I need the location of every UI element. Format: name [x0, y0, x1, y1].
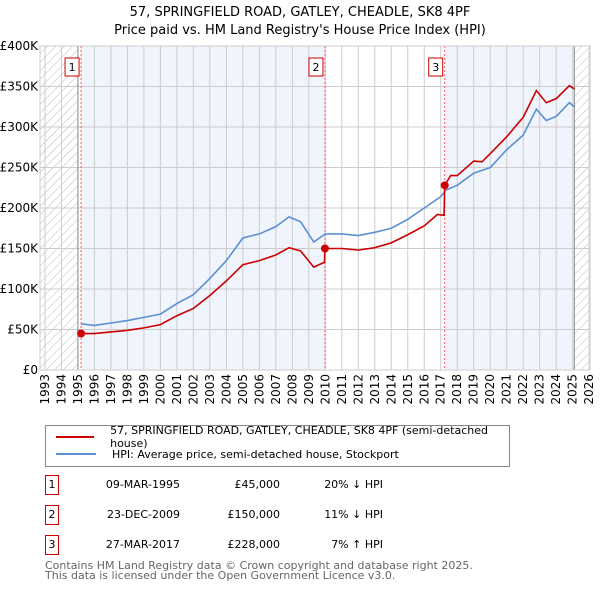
- x-tick-label: 2002: [186, 374, 200, 405]
- x-tick-label: 2014: [384, 374, 398, 405]
- x-tick-label: 2024: [549, 374, 563, 405]
- sale-point: [77, 329, 86, 338]
- x-tick-label: 2026: [582, 374, 596, 405]
- hpi-line: [80, 101, 575, 327]
- x-tick-label: 2004: [219, 374, 233, 405]
- y-tick-label: £350K: [0, 80, 39, 94]
- sale-label: 1: [69, 61, 76, 74]
- x-tick-label: 1997: [104, 374, 118, 405]
- x-tick-label: 2015: [401, 374, 415, 405]
- transaction-price: £45,000: [234, 478, 281, 491]
- x-tick-label: 2019: [467, 374, 481, 405]
- y-tick-label: £100K: [0, 282, 39, 296]
- transaction-hpi: 7% ↑ HPI: [331, 538, 383, 551]
- x-tick-label: 2017: [434, 374, 448, 405]
- x-tick-label: 2021: [500, 374, 514, 405]
- sale-label: 2: [312, 61, 319, 74]
- legend: 57, SPRINGFIELD ROAD, GATLEY, CHEADLE, S…: [45, 424, 510, 467]
- x-tick-label: 2012: [351, 374, 365, 405]
- y-tick-label: £50K: [7, 323, 39, 337]
- x-tick-label: 2023: [533, 374, 547, 405]
- x-tick-label: 2006: [252, 374, 266, 405]
- legend-label: 57, SPRINGFIELD ROAD, GATLEY, CHEADLE, S…: [110, 424, 488, 450]
- x-tick-label: 2018: [450, 374, 464, 405]
- transaction-hpi: 20% ↓ HPI: [324, 478, 383, 491]
- sale-label-box: [428, 57, 444, 77]
- x-tick-label: 2011: [335, 374, 349, 405]
- sale-point: [320, 244, 329, 253]
- y-tick-label: £300K: [0, 120, 39, 134]
- chart-subtitle: Price paid vs. HM Land Registry's House …: [114, 23, 486, 38]
- blue-line-icon: [56, 453, 96, 455]
- x-tick-label: 1993: [38, 374, 52, 405]
- footer: Contains HM Land Registry data © Crown c…: [45, 559, 473, 582]
- transaction-badge: 3: [45, 535, 59, 555]
- x-tick-label: 2001: [170, 374, 184, 405]
- x-tick-label: 1996: [87, 374, 101, 405]
- transaction-hpi: 11% ↓ HPI: [324, 508, 383, 521]
- x-tick-label: 1999: [137, 374, 151, 405]
- legend-item-property: 57, SPRINGFIELD ROAD, GATLEY, CHEADLE, S…: [56, 424, 509, 450]
- chart-title: 57, SPRINGFIELD ROAD, GATLEY, CHEADLE, S…: [129, 5, 471, 20]
- property-price-line: [81, 84, 575, 335]
- x-tick-label: 2007: [269, 374, 283, 405]
- sale-label-box: [308, 57, 324, 77]
- y-tick-label: £150K: [0, 242, 39, 256]
- price-chart: 1993 1994 1995 1996 1997 1998 1999 2000 2001 2002…: [0, 39, 596, 405]
- red-line-icon: [56, 436, 95, 438]
- y-tick-label: £0: [23, 363, 38, 377]
- transaction-badge: 1: [45, 475, 59, 495]
- x-tick-label: 2025: [566, 374, 580, 405]
- x-tick-label: 2013: [368, 374, 382, 405]
- x-tick-label: 2022: [516, 374, 530, 405]
- y-tick-label: £200K: [0, 201, 39, 215]
- x-tick-label: 2016: [417, 374, 431, 405]
- transaction-date: 27-MAR-2017: [105, 538, 180, 551]
- transaction-price: £228,000: [227, 538, 281, 551]
- transaction-date: 23-DEC-2009: [106, 508, 180, 521]
- x-tick-label: 2009: [302, 374, 316, 405]
- transaction-date: 09-MAR-1995: [105, 478, 180, 491]
- x-tick-label: 2008: [285, 374, 299, 405]
- x-tick-label: 2000: [153, 374, 167, 405]
- sale-label: 3: [432, 61, 439, 74]
- legend-label: HPI: Average price, semi-detached house,…: [112, 447, 399, 461]
- transaction-price: £150,000: [227, 508, 281, 521]
- x-tick-label: 2005: [236, 374, 250, 405]
- footer-copyright: Contains HM Land Registry data © Crown c…: [45, 559, 473, 572]
- sale-label-box: [64, 57, 80, 77]
- transaction-badge: 2: [45, 505, 59, 525]
- footer-licence: This data is licensed under the Open Gov…: [45, 569, 396, 582]
- x-tick-label: 1998: [120, 374, 134, 405]
- y-tick-label: £250K: [0, 161, 39, 175]
- x-tick-label: 2020: [483, 374, 497, 405]
- plot-border: [39, 45, 591, 371]
- x-tick-label: 1994: [54, 374, 68, 405]
- x-tick-label: 2010: [318, 374, 332, 405]
- legend-item-hpi: HPI: Average price, semi-detached house,…: [56, 446, 399, 462]
- sale-point: [440, 181, 449, 190]
- x-tick-label: 1995: [71, 374, 85, 405]
- y-tick-label: £400K: [0, 39, 39, 53]
- x-tick-label: 2003: [203, 374, 217, 405]
